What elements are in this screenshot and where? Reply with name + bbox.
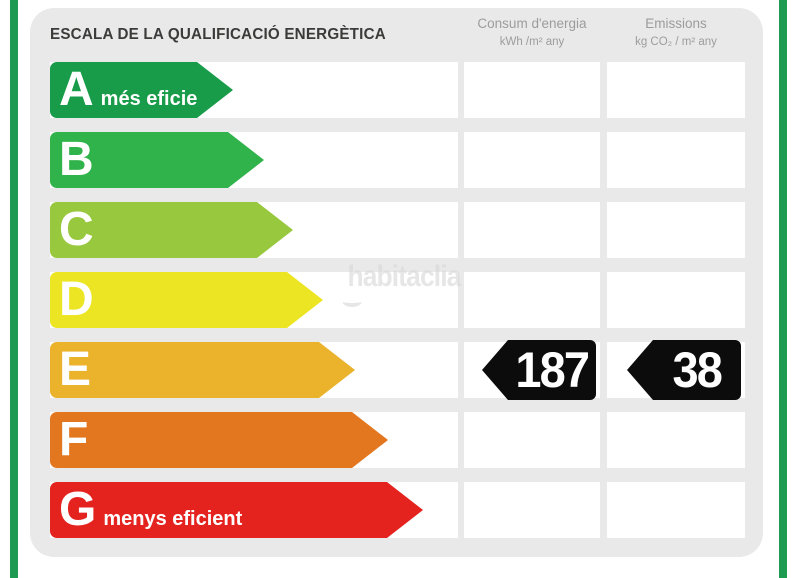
scale-track: D — [50, 272, 458, 328]
consum-cell — [464, 412, 600, 468]
rating-arrow-g: G menys eficient — [50, 482, 423, 538]
rating-row-b: B — [50, 132, 745, 188]
rating-letter: C — [59, 203, 94, 256]
rating-arrow-d: D — [50, 272, 323, 328]
emissions-cell — [607, 482, 745, 538]
value-arrow-tip-icon — [482, 340, 508, 400]
value-arrow-tip-icon — [627, 340, 653, 400]
consum-cell: 187 — [464, 340, 600, 400]
rating-arrow-a: A més eficient — [50, 62, 233, 118]
arrow-tip-icon — [287, 272, 323, 328]
emissions-value: 38 — [672, 342, 723, 398]
emissions-cell — [607, 132, 745, 188]
consum-cell — [464, 132, 600, 188]
scale-track: G menys eficient — [50, 482, 458, 538]
rating-arrow-c: C — [50, 202, 293, 258]
rating-row-d: D — [50, 272, 745, 328]
rating-row-a: A més eficient — [50, 62, 745, 118]
rating-row-e: E 187 38 — [50, 340, 745, 400]
consum-cell — [464, 272, 600, 328]
scale-track: F — [50, 412, 458, 468]
scale-track: B — [50, 132, 458, 188]
arrow-tip-icon — [319, 342, 355, 398]
arrow-tip-icon — [197, 62, 233, 118]
arrow-tip-icon — [387, 482, 423, 538]
green-stripe-left — [10, 0, 18, 578]
emissions-header-units: kg CO₂ / m² any — [635, 36, 717, 48]
certificate-panel: ESCALA DE LA QUALIFICACIÓ ENERGÈTICA Con… — [30, 8, 763, 557]
rating-letter: B — [59, 133, 94, 186]
column-header-consum: Consum d'energia kWh /m² any — [464, 14, 600, 50]
emissions-cell: 38 — [607, 340, 745, 400]
habitaclia-watermark: habitaclia — [338, 260, 470, 307]
scale-track: C — [50, 202, 458, 258]
watermark-smile-icon — [342, 296, 362, 307]
emissions-cell — [607, 62, 745, 118]
consum-value: 187 — [515, 342, 591, 398]
arrow-tip-icon — [352, 412, 388, 468]
rating-row-g: G menys eficient — [50, 482, 745, 538]
consum-header-label: Consum d'energia — [477, 16, 587, 31]
green-stripe-right — [779, 0, 787, 578]
arrow-tip-icon — [257, 202, 293, 258]
consum-cell — [464, 202, 600, 258]
consum-cell — [464, 62, 600, 118]
rating-letter: G — [59, 483, 97, 536]
rating-arrow-e: E — [50, 342, 355, 398]
scale-title: ESCALA DE LA QUALIFICACIÓ ENERGÈTICA — [50, 26, 386, 43]
emissions-cell — [607, 202, 745, 258]
rating-rows: A més eficient — [50, 62, 745, 552]
watermark-text: habitaclia — [347, 260, 462, 293]
consum-value-arrow: 187 — [482, 340, 596, 400]
consum-cell — [464, 482, 600, 538]
column-header-emissions: Emissions kg CO₂ / m² any — [607, 14, 745, 50]
rating-arrow-f: F — [50, 412, 388, 468]
rating-letter: E — [59, 343, 92, 396]
rating-letter: F — [59, 413, 89, 466]
rating-row-f: F — [50, 412, 745, 468]
emissions-cell — [607, 412, 745, 468]
scale-track: E — [50, 342, 458, 398]
emissions-value-arrow: 38 — [627, 340, 741, 400]
rating-note: més eficient — [100, 88, 217, 110]
arrow-tip-icon — [228, 132, 264, 188]
consum-header-units: kWh /m² any — [499, 36, 565, 48]
rating-row-c: C — [50, 202, 745, 258]
rating-letter: A — [59, 63, 94, 116]
scale-track: A més eficient — [50, 62, 458, 118]
rating-arrow-b: B — [50, 132, 264, 188]
rating-letter: D — [59, 273, 94, 326]
emissions-header-label: Emissions — [645, 16, 707, 31]
emissions-cell — [607, 272, 745, 328]
rating-note: menys eficient — [103, 508, 243, 530]
